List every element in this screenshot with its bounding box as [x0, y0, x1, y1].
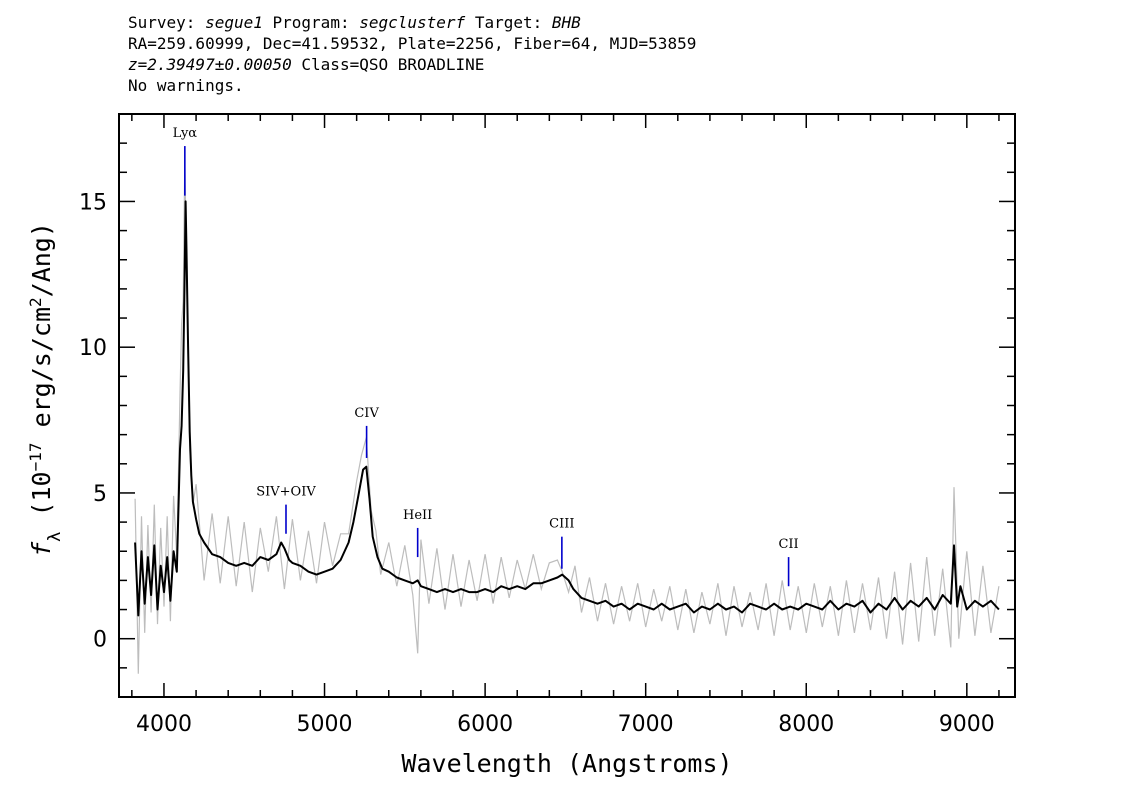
emission-line-markers: Lyα SIV+OIV CIV HeII CIII CII [173, 126, 799, 587]
y-axis-title-part: λ [45, 532, 65, 542]
raw-flux-line [134, 160, 1000, 674]
y-tick-label: 10 [79, 336, 107, 361]
raw-flux-series [134, 160, 1000, 674]
target-label: Target: [474, 13, 543, 32]
y-axis-title-part: (10 [27, 471, 56, 531]
header-line-1: Survey: segue1 Program: segclusterf Targ… [128, 12, 696, 33]
y-axis-title-part: 2 [26, 297, 45, 307]
header-line-3: z=2.39497±0.00050 Class=QSO BROADLINE [128, 54, 696, 75]
y-tick-label: 5 [93, 482, 107, 507]
y-axis-title-part: /Ang) [27, 222, 56, 297]
y-tick-label: 0 [93, 628, 107, 653]
redshift-value: z=2.39497±0.00050 [128, 55, 292, 74]
header-line-2: RA=259.60999, Dec=41.59532, Plate=2256, … [128, 34, 697, 53]
emission-line-label: CII [778, 537, 798, 552]
x-tick-label: 8000 [778, 712, 834, 737]
x-tick-label: 9000 [939, 712, 995, 737]
plot-frame [118, 113, 1016, 698]
x-tick-label: 7000 [618, 712, 674, 737]
y-axis-title-part: −17 [26, 442, 45, 471]
tick-labels: 4000 5000 6000 7000 8000 9000 0 5 10 15 [79, 190, 995, 737]
survey-label: Survey: [128, 13, 196, 32]
survey-value: segue1 [205, 13, 263, 32]
y-axis-title: fλ (10−17 erg/s/cm2/Ang) [26, 222, 66, 557]
class-value: Class=QSO BROADLINE [301, 55, 485, 74]
x-axis-title: Wavelength (Angstroms) [401, 749, 732, 778]
warnings-text: No warnings. [128, 76, 244, 95]
emission-line-label: HeII [403, 508, 432, 523]
y-axis-title-part: f [27, 541, 56, 557]
axis-ticks [119, 113, 1015, 698]
smoothed-flux-series [134, 200, 1000, 617]
target-value: BHB [551, 13, 581, 32]
y-axis-title-part: erg/s/cm [27, 307, 56, 442]
emission-line-label: Lyα [173, 126, 198, 141]
program-label: Program: [272, 13, 350, 32]
smoothed-flux-line [134, 200, 1000, 617]
x-tick-label: 6000 [457, 712, 513, 737]
emission-line-label: CIV [354, 406, 379, 421]
y-tick-label: 15 [79, 190, 107, 215]
x-tick-label: 4000 [136, 712, 192, 737]
emission-line-label: CIII [549, 517, 574, 532]
x-tick-label: 5000 [297, 712, 353, 737]
spectrum-header: Survey: segue1 Program: segclusterf Targ… [128, 12, 696, 96]
program-value: segclusterf [359, 13, 466, 32]
emission-line-label: SIV+OIV [256, 485, 316, 500]
